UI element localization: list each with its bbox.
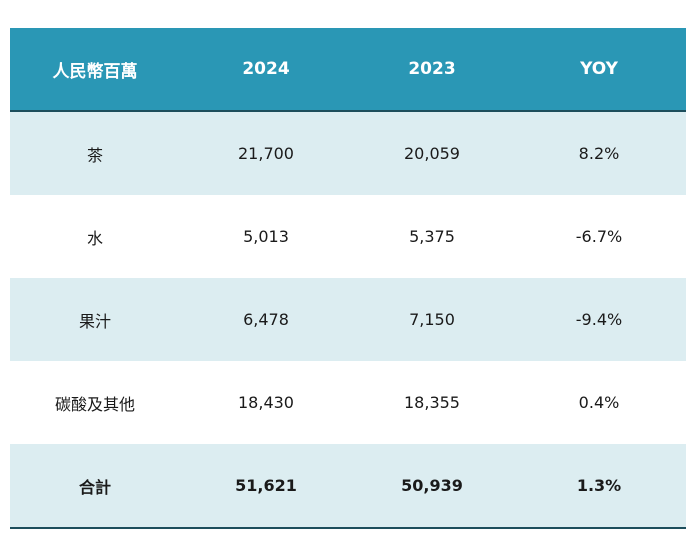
table-row: 果汁 6,478 7,150 -9.4%: [10, 278, 686, 361]
row-yoy: -9.4%: [575, 310, 623, 329]
row-value-2024: 6,478: [243, 310, 289, 329]
row-yoy: 8.2%: [578, 144, 620, 163]
total-value-2024: 51,621: [235, 476, 297, 495]
row-yoy: 0.4%: [578, 393, 620, 412]
header-unit: 人民幣百萬: [52, 61, 138, 82]
table-row: 水 5,013 5,375 -6.7%: [10, 195, 686, 278]
row-value-2023: 18,355: [404, 393, 460, 412]
row-value-2024: 21,700: [238, 144, 294, 163]
total-label: 合計: [78, 477, 111, 497]
table-row: 茶 21,700 20,059 8.2%: [10, 112, 686, 195]
header-yoy: YOY: [580, 59, 618, 79]
row-value-2023: 5,375: [409, 227, 455, 246]
row-category: 碳酸及其他: [54, 394, 135, 414]
table-header-row: 人民幣百萬 2024 2023 YOY: [10, 28, 686, 112]
table-total-row: 合計 51,621 50,939 1.3%: [10, 444, 686, 527]
total-yoy: 1.3%: [576, 476, 622, 495]
row-value-2024: 18,430: [238, 393, 294, 412]
row-category: 果汁: [78, 311, 111, 331]
total-value-2023: 50,939: [401, 476, 463, 495]
row-yoy: -6.7%: [575, 227, 623, 246]
header-2023: 2023: [408, 59, 456, 79]
row-value-2023: 7,150: [409, 310, 455, 329]
row-category: 水: [86, 228, 103, 248]
revenue-table: 人民幣百萬 2024 2023 YOY 茶 21,700 20,059 8.2%…: [10, 28, 686, 529]
header-2024: 2024: [242, 59, 290, 79]
row-value-2024: 5,013: [243, 227, 289, 246]
table-row: 碳酸及其他 18,430 18,355 0.4%: [10, 361, 686, 444]
row-category: 茶: [86, 145, 103, 165]
row-value-2023: 20,059: [404, 144, 460, 163]
